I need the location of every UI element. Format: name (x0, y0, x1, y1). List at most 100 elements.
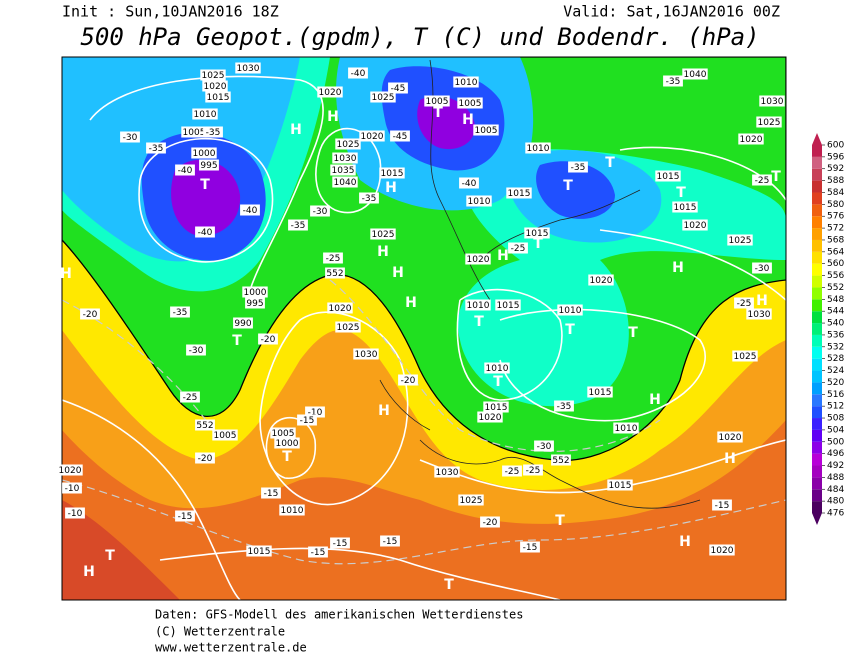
contour-label: 1030 (436, 468, 459, 478)
contour-label: 1005 (475, 126, 498, 136)
colorbar-swatch (812, 394, 822, 407)
isobar (419, 439, 786, 494)
colorbar-tick-label: 584 (827, 188, 844, 198)
isobar (499, 308, 706, 422)
label-box (727, 234, 753, 246)
label-box (568, 161, 588, 173)
label-box (480, 516, 500, 528)
isotherm (62, 279, 661, 452)
colorbar-swatch (812, 489, 822, 502)
label-box (242, 286, 268, 298)
colorbar-tick-label: 532 (827, 342, 844, 352)
contour-label: -35 (362, 194, 377, 204)
colorbar-tick-label: 564 (827, 247, 844, 257)
label-box (380, 535, 400, 547)
contour-label: -30 (313, 207, 328, 217)
contour-label: -35 (291, 221, 306, 231)
contour-label: -10 (308, 408, 323, 418)
label-box (520, 541, 540, 553)
label-box (327, 302, 353, 314)
contour-label: 1025 (372, 230, 395, 240)
colorbar-tick-label: 544 (827, 307, 844, 317)
pressure-center: H (385, 180, 397, 196)
colorbar-swatch (812, 323, 822, 335)
pressure-center: H (679, 534, 691, 550)
contour-label: 1015 (207, 93, 230, 103)
label-box (508, 242, 528, 254)
contour-label: -40 (351, 69, 366, 79)
label-box (330, 537, 350, 549)
label-box (233, 317, 253, 329)
label-box (181, 126, 207, 138)
label-box (199, 159, 219, 171)
label-box (370, 91, 396, 103)
label-box (186, 344, 206, 356)
colorbar-tick-label: 484 (827, 485, 844, 495)
colorbar-tick-label: 540 (827, 319, 844, 329)
colorbar-tick-label: 524 (827, 366, 844, 376)
pressure-center: T (628, 325, 638, 341)
colorbar-swatch (812, 156, 822, 169)
contour-label: 1005 (183, 128, 206, 138)
isobar (159, 547, 561, 600)
label-box (297, 414, 317, 426)
map-title: 500 hPa Geopot.(gpdm), T (C) und Bodendr… (80, 23, 759, 51)
contour-label: 1015 (674, 203, 697, 213)
label-box (359, 192, 379, 204)
label-box (655, 170, 681, 182)
pressure-center: H (497, 248, 509, 264)
contour-label: 1020 (711, 546, 734, 556)
label-box (732, 350, 758, 362)
pressure-center: H (392, 265, 404, 281)
contour-label: 1020 (684, 221, 707, 231)
isobar (89, 75, 324, 291)
pressure-center: T (493, 374, 503, 390)
contour-label: 1040 (334, 178, 357, 188)
pressure-center: T (105, 548, 115, 564)
contour-label: -35 (557, 402, 572, 412)
label-box (682, 68, 708, 80)
label-box (170, 306, 190, 318)
contour-label: -30 (189, 346, 204, 356)
label-box (203, 126, 223, 138)
label-box (525, 142, 551, 154)
isobar (62, 399, 241, 600)
pressure-center: H (60, 266, 72, 282)
label-box (195, 452, 215, 464)
colorbar-swatch (812, 263, 822, 276)
colorbar-swatch (812, 216, 822, 229)
colorbar-tick-label: 548 (827, 295, 844, 305)
colorbar-tick-label: 492 (827, 461, 844, 471)
contour-label: 1010 (559, 306, 582, 316)
colorbar-swatch (812, 275, 822, 288)
label-box (453, 76, 479, 88)
contour-label: 1020 (467, 255, 490, 265)
contour-label: -20 (483, 518, 498, 528)
contour-label: -35 (206, 128, 221, 138)
label-box (477, 411, 503, 423)
contour-label: 1025 (734, 352, 757, 362)
label-box (258, 333, 278, 345)
contour-label: -25 (326, 254, 341, 264)
colorbar-swatch (812, 311, 822, 324)
label-box (310, 205, 330, 217)
label-box (459, 177, 479, 189)
label-box (506, 187, 532, 199)
colorbar-tick-label: 528 (827, 354, 844, 364)
contour-label: 1010 (467, 301, 490, 311)
isobar (138, 137, 274, 263)
label-box (325, 267, 345, 279)
pressure-center: T (676, 185, 686, 201)
label-box (483, 401, 509, 413)
label-box (551, 454, 571, 466)
field-blue (141, 66, 615, 261)
contour-label: 1015 (589, 388, 612, 398)
contour-label: 1000 (193, 149, 216, 159)
contour-label: -40 (243, 206, 258, 216)
label-box (523, 464, 543, 476)
label-box (240, 204, 260, 216)
pressure-center: H (405, 295, 417, 311)
contour-label: -15 (333, 539, 348, 549)
colorbar-swatch (812, 370, 822, 383)
